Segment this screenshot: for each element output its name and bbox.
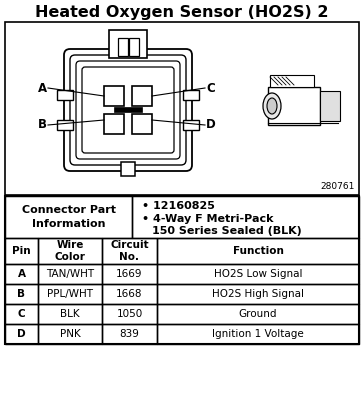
Text: Heated Oxygen Sensor (HO2S) 2: Heated Oxygen Sensor (HO2S) 2 (35, 5, 329, 20)
Text: C: C (207, 81, 215, 94)
Text: D: D (206, 119, 216, 132)
Text: Pin: Pin (12, 246, 31, 256)
Bar (104, 86, 124, 106)
Text: 280761: 280761 (321, 182, 355, 191)
Bar (5, 22, 359, 195)
Bar (157, 238, 359, 264)
Text: TAN/WHT: TAN/WHT (46, 269, 94, 279)
Ellipse shape (263, 93, 281, 119)
Text: Function: Function (233, 246, 284, 256)
Text: 1669: 1669 (116, 269, 143, 279)
Bar (38, 238, 102, 264)
Bar (109, 30, 147, 58)
Bar (157, 284, 359, 304)
Bar (102, 304, 157, 324)
Text: PPL/WHT: PPL/WHT (47, 289, 93, 299)
Text: A: A (37, 81, 47, 94)
Bar (132, 196, 359, 238)
Bar (114, 107, 142, 112)
Text: Ground: Ground (239, 309, 277, 319)
Bar (38, 324, 102, 344)
Bar (57, 120, 73, 130)
Bar (104, 114, 124, 134)
Bar (5, 196, 359, 344)
Text: Circuit
No.: Circuit No. (110, 240, 149, 262)
Text: Connector Part
Information: Connector Part Information (21, 205, 115, 229)
Bar (129, 38, 139, 56)
Bar (5, 324, 38, 344)
Text: 839: 839 (119, 329, 139, 339)
Bar (183, 90, 199, 100)
Text: PNK: PNK (60, 329, 80, 339)
Bar (38, 264, 102, 284)
Text: 1050: 1050 (116, 309, 143, 319)
Text: BLK: BLK (60, 309, 80, 319)
Bar (118, 38, 128, 56)
Text: HO2S Low Signal: HO2S Low Signal (214, 269, 302, 279)
Bar (102, 284, 157, 304)
Text: Ignition 1 Voltage: Ignition 1 Voltage (212, 329, 304, 339)
Bar (5, 304, 38, 324)
FancyBboxPatch shape (70, 55, 186, 165)
Bar (5, 264, 38, 284)
Ellipse shape (267, 98, 277, 114)
FancyBboxPatch shape (76, 61, 180, 159)
Text: C: C (18, 309, 25, 319)
Text: B: B (17, 289, 25, 299)
Bar (102, 324, 157, 344)
Bar (5, 196, 132, 238)
Bar (38, 304, 102, 324)
Bar (183, 120, 199, 130)
Bar (121, 162, 135, 176)
Text: Wire
Color: Wire Color (55, 240, 86, 262)
Bar (320, 91, 340, 121)
Text: 1668: 1668 (116, 289, 143, 299)
Bar (5, 238, 38, 264)
Bar (157, 324, 359, 344)
Text: • 4-Way F Metri-Pack: • 4-Way F Metri-Pack (142, 214, 273, 224)
FancyBboxPatch shape (64, 49, 192, 171)
Bar (38, 284, 102, 304)
Bar (157, 264, 359, 284)
Text: D: D (17, 329, 26, 339)
Bar (132, 86, 152, 106)
Text: 150 Series Sealed (BLK): 150 Series Sealed (BLK) (152, 226, 302, 236)
Bar (270, 75, 314, 87)
FancyBboxPatch shape (82, 67, 174, 153)
Bar (102, 238, 157, 264)
Text: A: A (17, 269, 25, 279)
Bar (102, 264, 157, 284)
Text: B: B (37, 119, 47, 132)
Text: HO2S High Signal: HO2S High Signal (212, 289, 304, 299)
Bar (5, 284, 38, 304)
Bar (132, 114, 152, 134)
Bar (157, 304, 359, 324)
Text: • 12160825: • 12160825 (142, 201, 215, 211)
Bar (57, 90, 73, 100)
Bar (268, 87, 320, 125)
